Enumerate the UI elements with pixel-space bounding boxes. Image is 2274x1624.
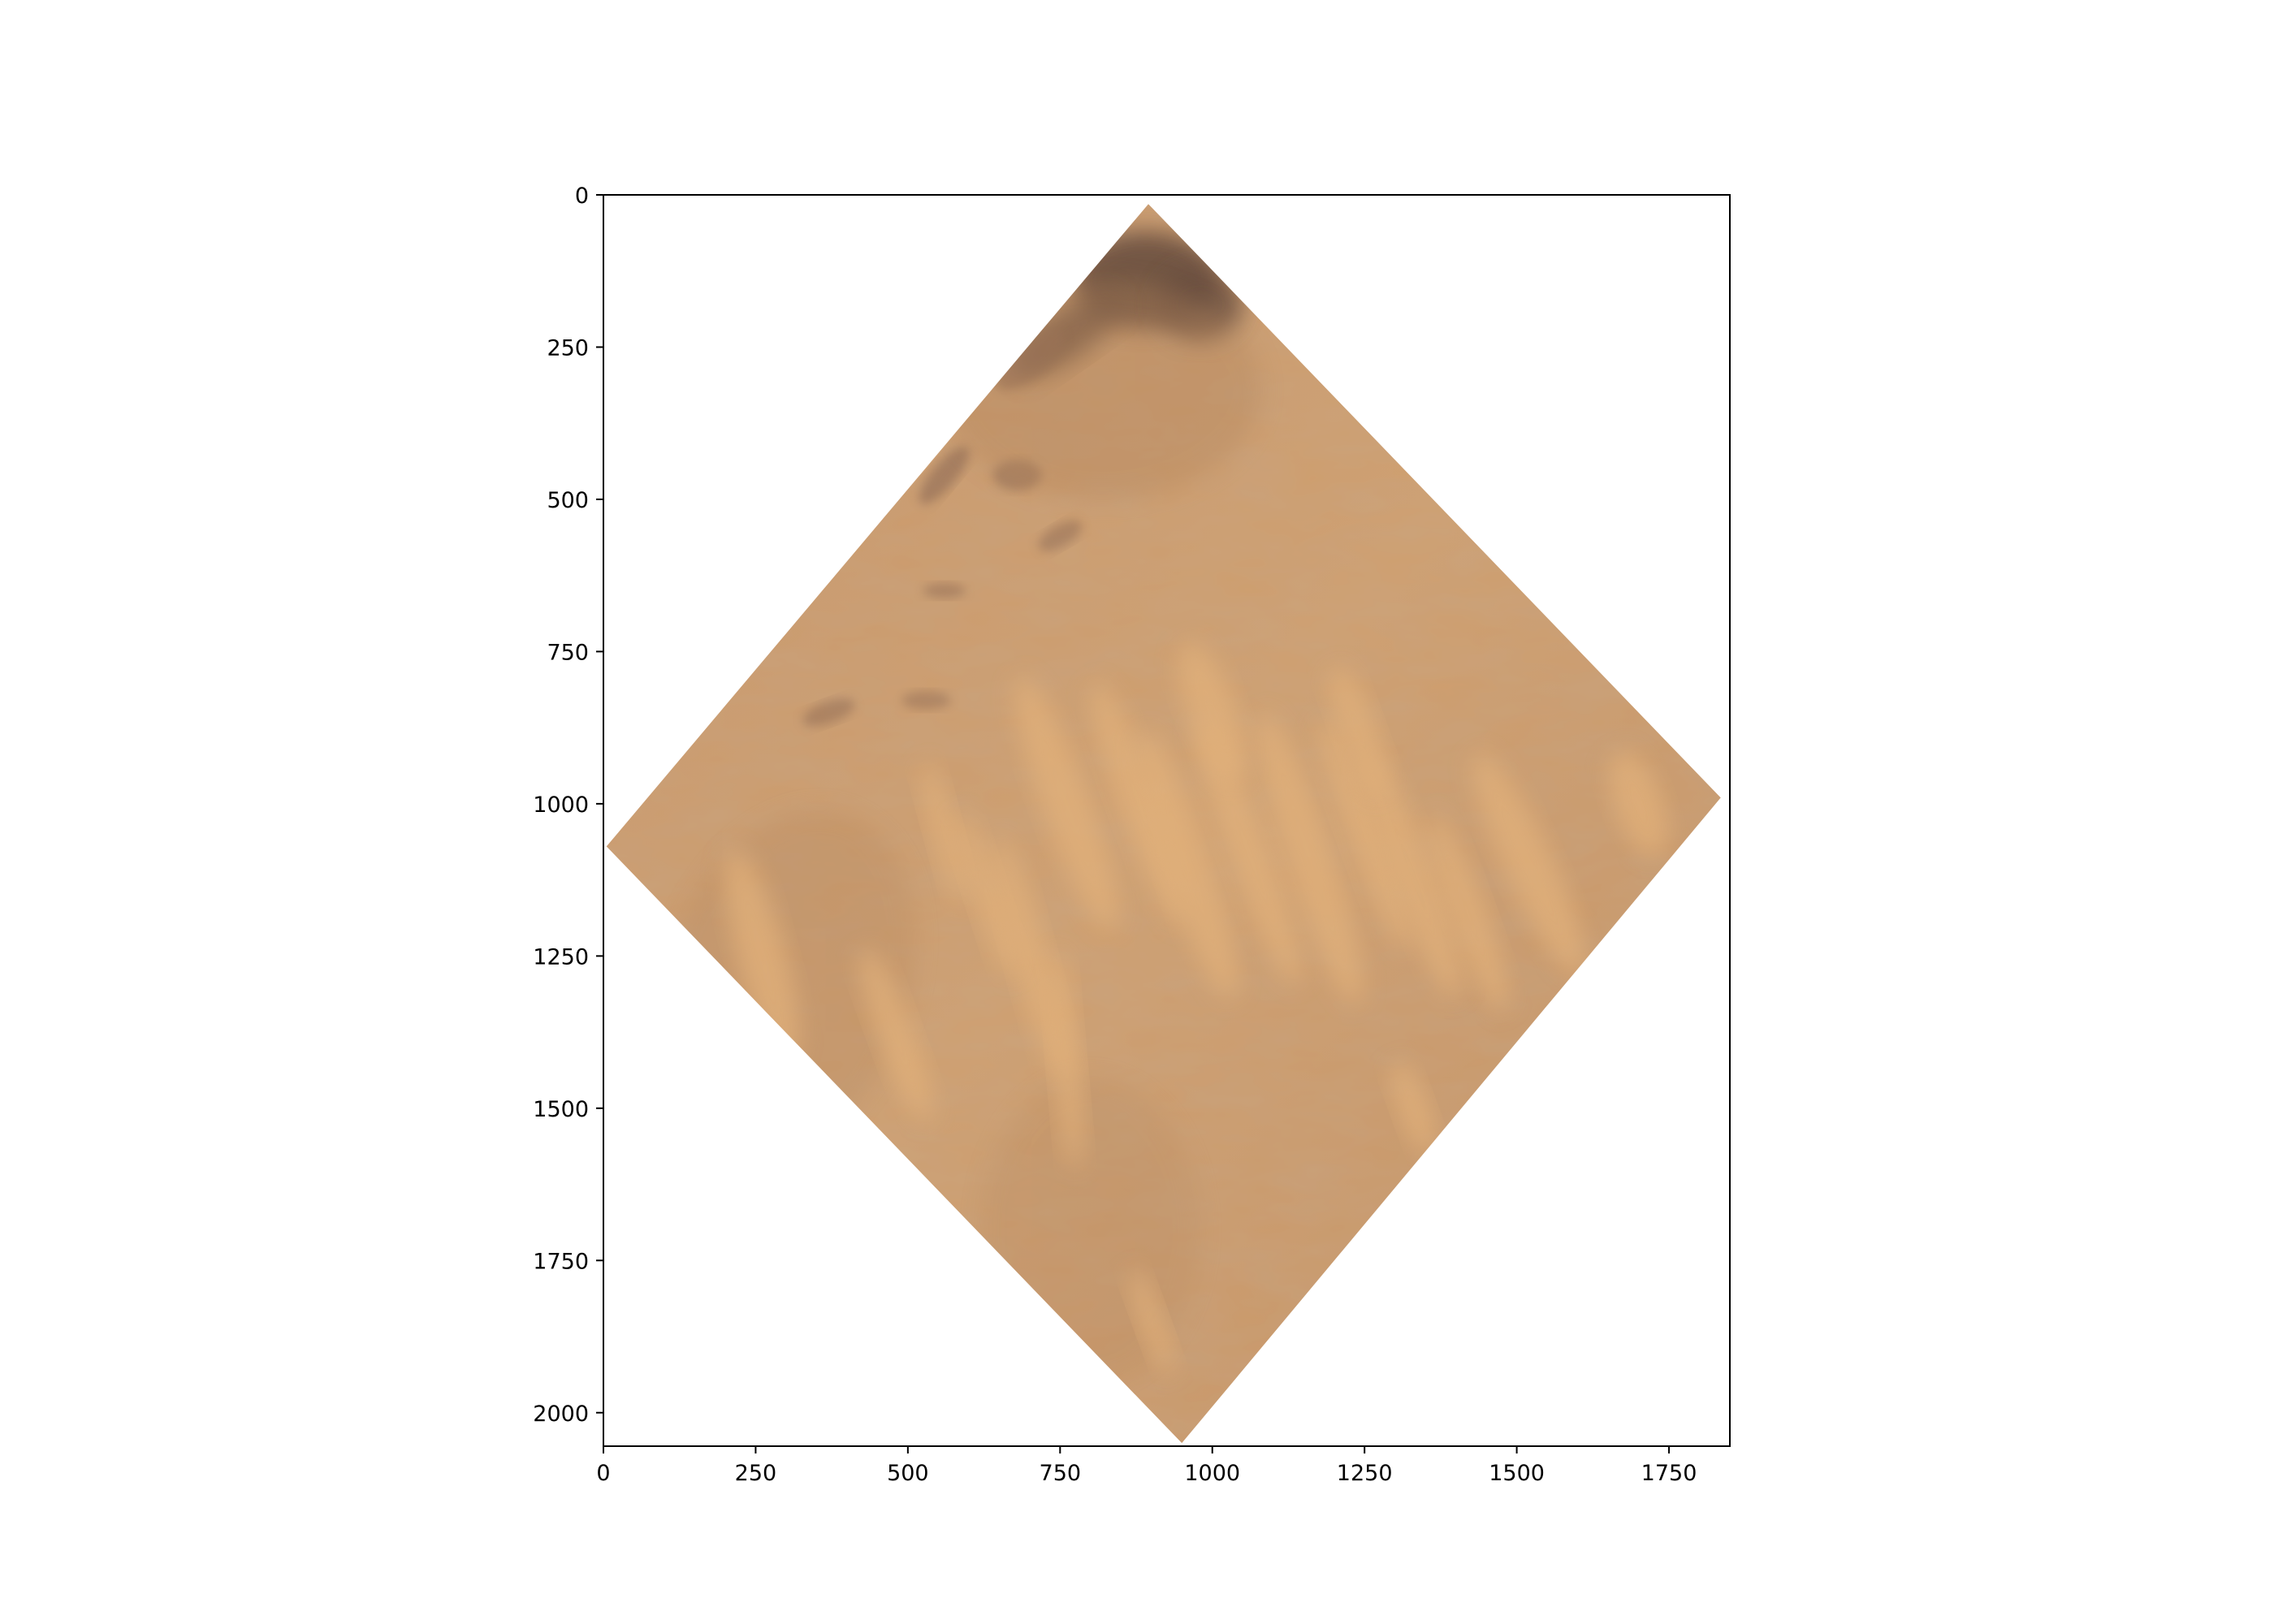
dune-streak [1319, 719, 1410, 949]
x-tick-label: 250 [735, 1461, 777, 1486]
rock-outcrop [923, 583, 966, 598]
y-tick-label: 2000 [533, 1402, 589, 1427]
y-axis-ticks: 0 250 500 750 1000 1250 1500 1750 2000 [533, 184, 603, 1427]
dune-streak [1129, 1269, 1174, 1373]
dune-streak [1196, 720, 1301, 985]
y-tick-label: 750 [547, 640, 589, 665]
dune-streak [859, 948, 932, 1121]
x-tick-label: 1750 [1641, 1461, 1697, 1486]
dune-streak [993, 838, 1066, 1074]
dune-streak [1139, 731, 1238, 999]
y-tick-label: 1500 [533, 1097, 589, 1122]
y-tick-label: 500 [547, 488, 589, 513]
dune-streak [921, 763, 968, 905]
dune-streak [1329, 667, 1387, 794]
y-tick-label: 1250 [533, 944, 589, 970]
satellite-image [606, 204, 1721, 1444]
y-tick-label: 1750 [533, 1249, 589, 1274]
dune-streak [1014, 677, 1118, 931]
rock-outcrop [802, 698, 855, 727]
y-tick-label: 250 [547, 335, 589, 361]
axes-frame [603, 194, 1731, 1447]
y-tick-label: 1000 [533, 793, 589, 818]
dune-streak [1049, 950, 1083, 1169]
y-tick-label: 0 [575, 184, 589, 209]
dune-streak [1178, 643, 1247, 782]
x-tick-label: 750 [1040, 1461, 1082, 1486]
x-axis-ticks: 0 250 500 750 1000 1250 1500 1750 [596, 1446, 1697, 1486]
dune-streak [1391, 1062, 1436, 1155]
x-tick-label: 1000 [1184, 1461, 1240, 1486]
rock-outcrop [901, 691, 951, 710]
x-tick-label: 1500 [1489, 1461, 1545, 1486]
dune-streak [1429, 815, 1508, 1011]
x-tick-label: 0 [596, 1461, 610, 1486]
x-tick-label: 1250 [1337, 1461, 1393, 1486]
dune-streak [957, 814, 1018, 977]
shadow-area [944, 279, 1261, 499]
dune-streak [1364, 756, 1462, 998]
dune-streak [724, 849, 799, 1062]
dune-streak [1609, 751, 1668, 857]
dune-streak [1257, 713, 1363, 1004]
dune-streak [1472, 754, 1585, 976]
rock-outcrop [919, 446, 970, 504]
x-tick-label: 500 [887, 1461, 929, 1486]
rock-outcrop [1038, 520, 1083, 551]
